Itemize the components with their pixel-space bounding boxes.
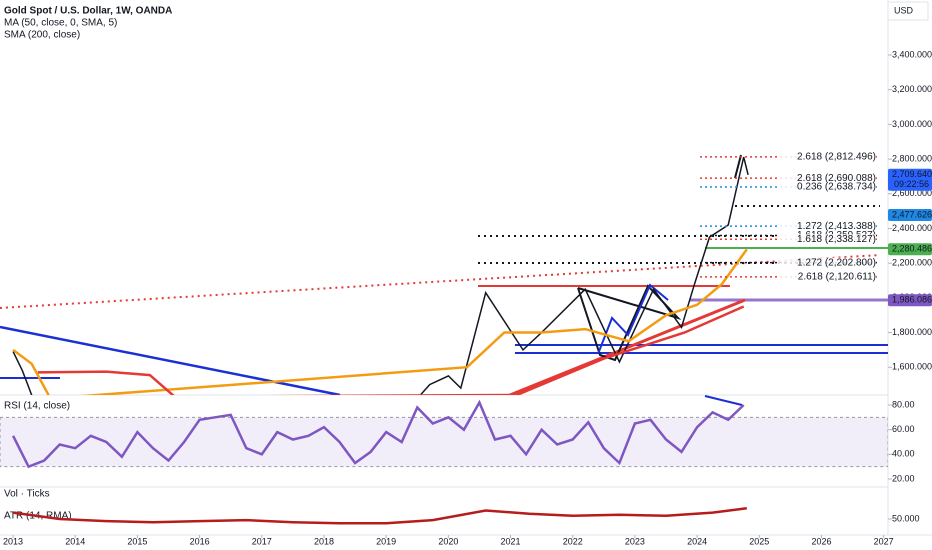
x-tick-label: 2019 [376, 536, 396, 546]
fib-label: 0.236 (2,638.734) [797, 182, 876, 193]
x-tick-label: 2017 [252, 536, 272, 546]
label-bg [778, 221, 876, 232]
fib-label: 2.618 (2,690.088) [797, 173, 876, 184]
price-tag-label: 2,280.486 [892, 244, 932, 254]
y-tick-label: 40.00 [892, 449, 915, 459]
series-line [12, 156, 749, 395]
indicator-label: MA (50, close, 0, SMA, 5) [4, 18, 117, 29]
y-tick-label: 2,200.000 [892, 258, 932, 268]
pattern [597, 283, 669, 355]
y-tick-label: 50.000 [892, 513, 920, 523]
series-line [12, 507, 747, 525]
fib-label: 2.618 (2,812.496) [797, 152, 876, 163]
rsi-drawings [704, 395, 743, 406]
pane-label: RSI (14, close) [4, 401, 70, 412]
x-tick-label: 2014 [65, 536, 85, 546]
label-bg [778, 271, 876, 282]
x-tick-label: 2024 [687, 536, 707, 546]
y-tick-label: 1,600.000 [892, 362, 932, 372]
label-bg [778, 257, 876, 268]
rsi-band [0, 416, 888, 468]
pane [12, 507, 747, 525]
price-tag-label: 1,986.086 [892, 295, 932, 305]
indicator-label: SMA (200, close) [4, 30, 80, 41]
x-tick-label: 2027 [874, 536, 894, 546]
price-tag [888, 168, 932, 191]
y-tick-label: 2,400.000 [892, 223, 932, 233]
pane-label: Vol · Ticks [4, 489, 50, 500]
pane [0, 399, 888, 469]
label-bg [778, 182, 876, 193]
trend-line [509, 298, 746, 395]
label-bg [778, 173, 876, 184]
trend-line [704, 395, 743, 406]
y-tick-label: 20.00 [892, 473, 915, 483]
x-tick-label: 2016 [190, 536, 210, 546]
y-tick-label: 3,000.000 [892, 119, 932, 129]
x-tick-label: 2018 [314, 536, 334, 546]
y-tick-label: 2,600.000 [892, 188, 932, 198]
y-tick-label: 2,800.000 [892, 153, 932, 163]
currency-label[interactable]: USD [894, 5, 914, 15]
trend-line [734, 154, 742, 179]
drawings [0, 154, 888, 395]
x-tick-label: 2021 [501, 536, 521, 546]
x-tick-label: 2022 [563, 536, 583, 546]
pattern [577, 284, 682, 362]
fib-label: 1.618 (2,338.127) [797, 234, 876, 245]
price-tag-label: 2,477.626 [892, 209, 932, 219]
fib-label: 1.272 (2,413.388) [797, 221, 876, 232]
x-tick-label: 2023 [625, 536, 645, 546]
currency-button[interactable] [887, 1, 929, 21]
x-tick-label: 2026 [811, 536, 831, 546]
x-tick-label: 2015 [127, 536, 147, 546]
fib-label: 2.618 (2,120.611) [798, 272, 876, 283]
x-tick-label: 2020 [438, 536, 458, 546]
price-tag [888, 208, 932, 221]
x-tick-label: 2013 [3, 536, 23, 546]
label-bg [778, 234, 876, 245]
pane: 2.618 (2,812.496) 2.618 (2,690.088)0.236 … [12, 151, 880, 395]
countdown: 09:22:56 [894, 179, 929, 189]
price-tag-label: 2,709.640 [892, 169, 932, 179]
trend-line [0, 325, 341, 395]
chart-title: Gold Spot / U.S. Dollar, 1W, OANDA [4, 6, 172, 17]
y-tick-label: 3,200.000 [892, 84, 932, 94]
price-tag [888, 294, 932, 307]
y-tick-label: 1,800.000 [892, 327, 932, 337]
fib-label: 1.272 (2,202.800) [797, 257, 876, 268]
price-tag [888, 243, 932, 256]
series-line [12, 248, 748, 395]
y-tick-label: 80.00 [892, 399, 915, 409]
y-tick-label: 3,400.000 [892, 49, 932, 59]
label-bg [778, 151, 876, 162]
series-line [11, 399, 745, 469]
x-tick-label: 2025 [749, 536, 769, 546]
y-tick-label: 60.00 [892, 424, 915, 434]
series-line [37, 305, 745, 395]
